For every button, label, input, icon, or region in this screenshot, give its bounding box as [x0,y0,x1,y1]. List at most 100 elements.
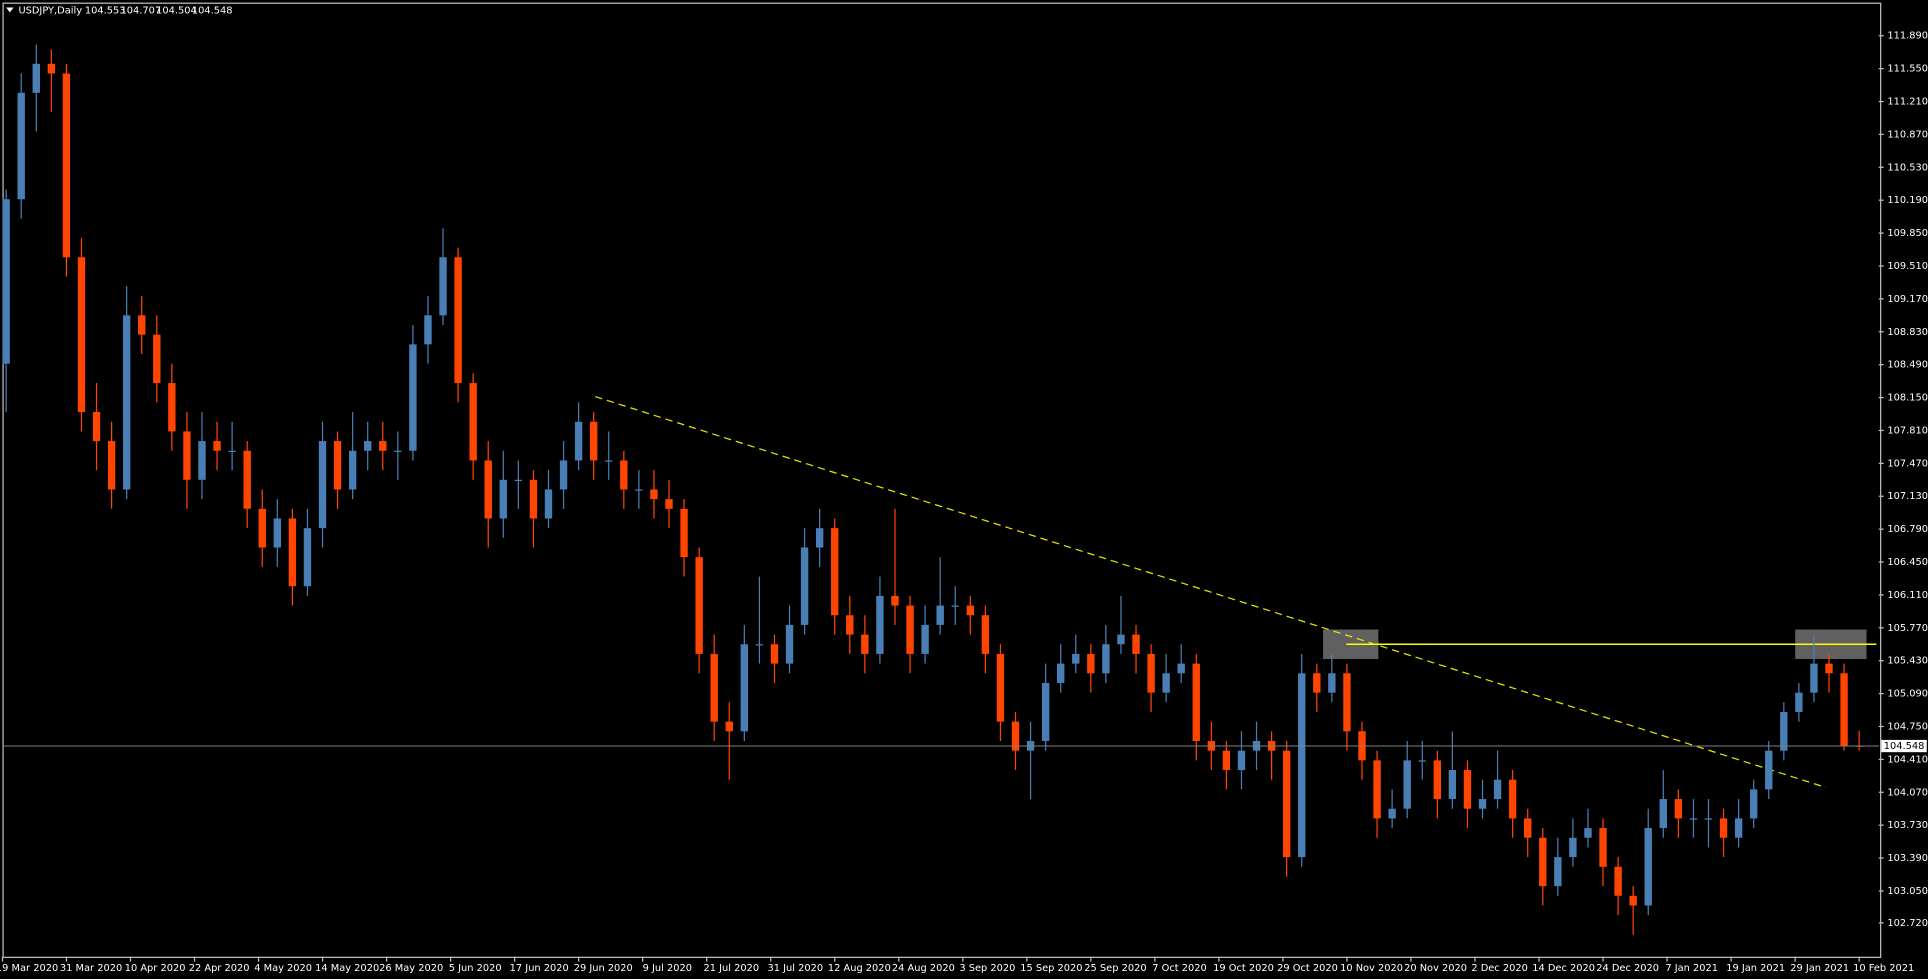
candle-body [1192,663,1200,742]
candle-body [1132,634,1140,654]
candle-body [454,257,462,384]
x-tick-label: 14 May 2020 [315,963,379,974]
y-tick-label: 109.170 [1887,294,1928,305]
y-tick-label: 111.210 [1887,97,1928,108]
x-tick-label: 14 Dec 2020 [1532,963,1595,974]
candle-body [1313,673,1321,693]
candle-body [921,624,929,654]
candle-body [785,624,794,664]
candle-body [1478,799,1487,809]
candle-body [1102,644,1110,674]
x-tick-label: 19 Oct 2020 [1213,963,1274,974]
menu-arrow[interactable] [6,7,14,13]
candle-body [394,450,402,453]
candle-body [1584,828,1592,838]
y-tick-label: 105.430 [1887,656,1928,667]
candle-body [861,634,869,654]
x-tick-label: 3 Sep 2020 [959,963,1015,974]
x-tick-label: 29 Jan 2021 [1790,963,1849,974]
candle-body [183,431,191,480]
candle-body [1463,770,1472,809]
candle-body [92,412,101,442]
symbol: USDJPY,Daily [18,6,82,17]
y-tick-label: 105.090 [1887,689,1928,700]
candle-body [1524,818,1532,838]
candle-body [936,605,944,625]
y-tick-label: 110.870 [1887,129,1928,140]
y-tick-label: 106.790 [1887,524,1928,535]
y-tick-label: 108.150 [1887,393,1928,404]
y-tick-label: 104.410 [1887,754,1928,765]
candle-body [846,615,854,635]
candle-body [1644,828,1652,906]
y-tick-label: 106.110 [1887,590,1928,601]
candle-body [1418,760,1426,762]
candle-body [529,479,538,519]
x-tick-label: 26 May 2020 [379,963,443,974]
candle-body [695,557,703,654]
candle-body [1177,663,1185,674]
x-tick-label: 4 May 2020 [254,963,312,974]
candle-body [1508,779,1517,819]
candle-body [168,383,176,432]
candle-body [559,460,568,490]
candle-body [1373,760,1381,819]
x-tick-label: 7 Oct 2020 [1152,963,1207,974]
y-tick-label: 108.490 [1887,360,1928,371]
candle-body [379,441,387,451]
x-tick-label: 10 Nov 2020 [1340,963,1403,974]
candle-body [966,605,974,616]
candle-body [1403,760,1411,809]
candle-body [77,257,86,413]
candle-body [574,421,583,461]
candle-body [1810,663,1818,693]
candle-body [273,518,282,548]
y-tick-label: 103.050 [1887,886,1928,897]
y-tick-label: 104.070 [1887,787,1928,798]
candle-body [1840,673,1848,746]
x-tick-label: 10 Feb 2021 [1853,963,1914,974]
candle-body [1087,653,1095,674]
candle-body [514,479,523,482]
candle-body [348,450,357,490]
candle-body [1282,750,1291,858]
candle-body [198,441,206,480]
header-high: 104.707 [121,6,162,17]
y-tick-label: 108.830 [1887,327,1928,338]
x-tick-label: 31 Jul 2020 [768,963,824,974]
y-tick-label: 107.470 [1887,458,1928,469]
candle-body [906,605,914,654]
candle-body [333,441,342,490]
candle-body [32,63,40,93]
x-tick-label: 9 Jul 2020 [643,963,692,974]
candle-body [318,441,327,529]
candle-body [544,489,553,519]
candle-body [1147,653,1155,693]
candle-body [1448,770,1457,800]
candle-body [1780,711,1788,751]
candle-body [138,315,146,335]
candle-body [1117,634,1125,645]
candle-body [288,518,297,587]
x-tick-label: 24 Aug 2020 [892,963,955,974]
y-tick-label: 103.730 [1887,820,1928,831]
y-tick-label: 102.720 [1887,918,1928,929]
candle-body [1011,721,1020,751]
candle-body [1599,828,1607,867]
candle-body [2,199,10,364]
y-tick-label: 111.890 [1887,31,1928,42]
price-tag-label: 104.548 [1884,741,1925,752]
plot-frame [2,2,1882,958]
x-tick-label: 15 Sep 2020 [1020,963,1082,974]
candle-body [1629,895,1637,906]
candle-body [62,73,71,258]
candle-body [1328,673,1336,693]
candle-body [122,315,131,490]
candle-body [1388,808,1396,819]
candle-body [258,508,266,548]
candle-body [1734,818,1743,838]
candle-body [755,644,764,646]
x-tick-label: 29 Oct 2020 [1277,963,1338,974]
